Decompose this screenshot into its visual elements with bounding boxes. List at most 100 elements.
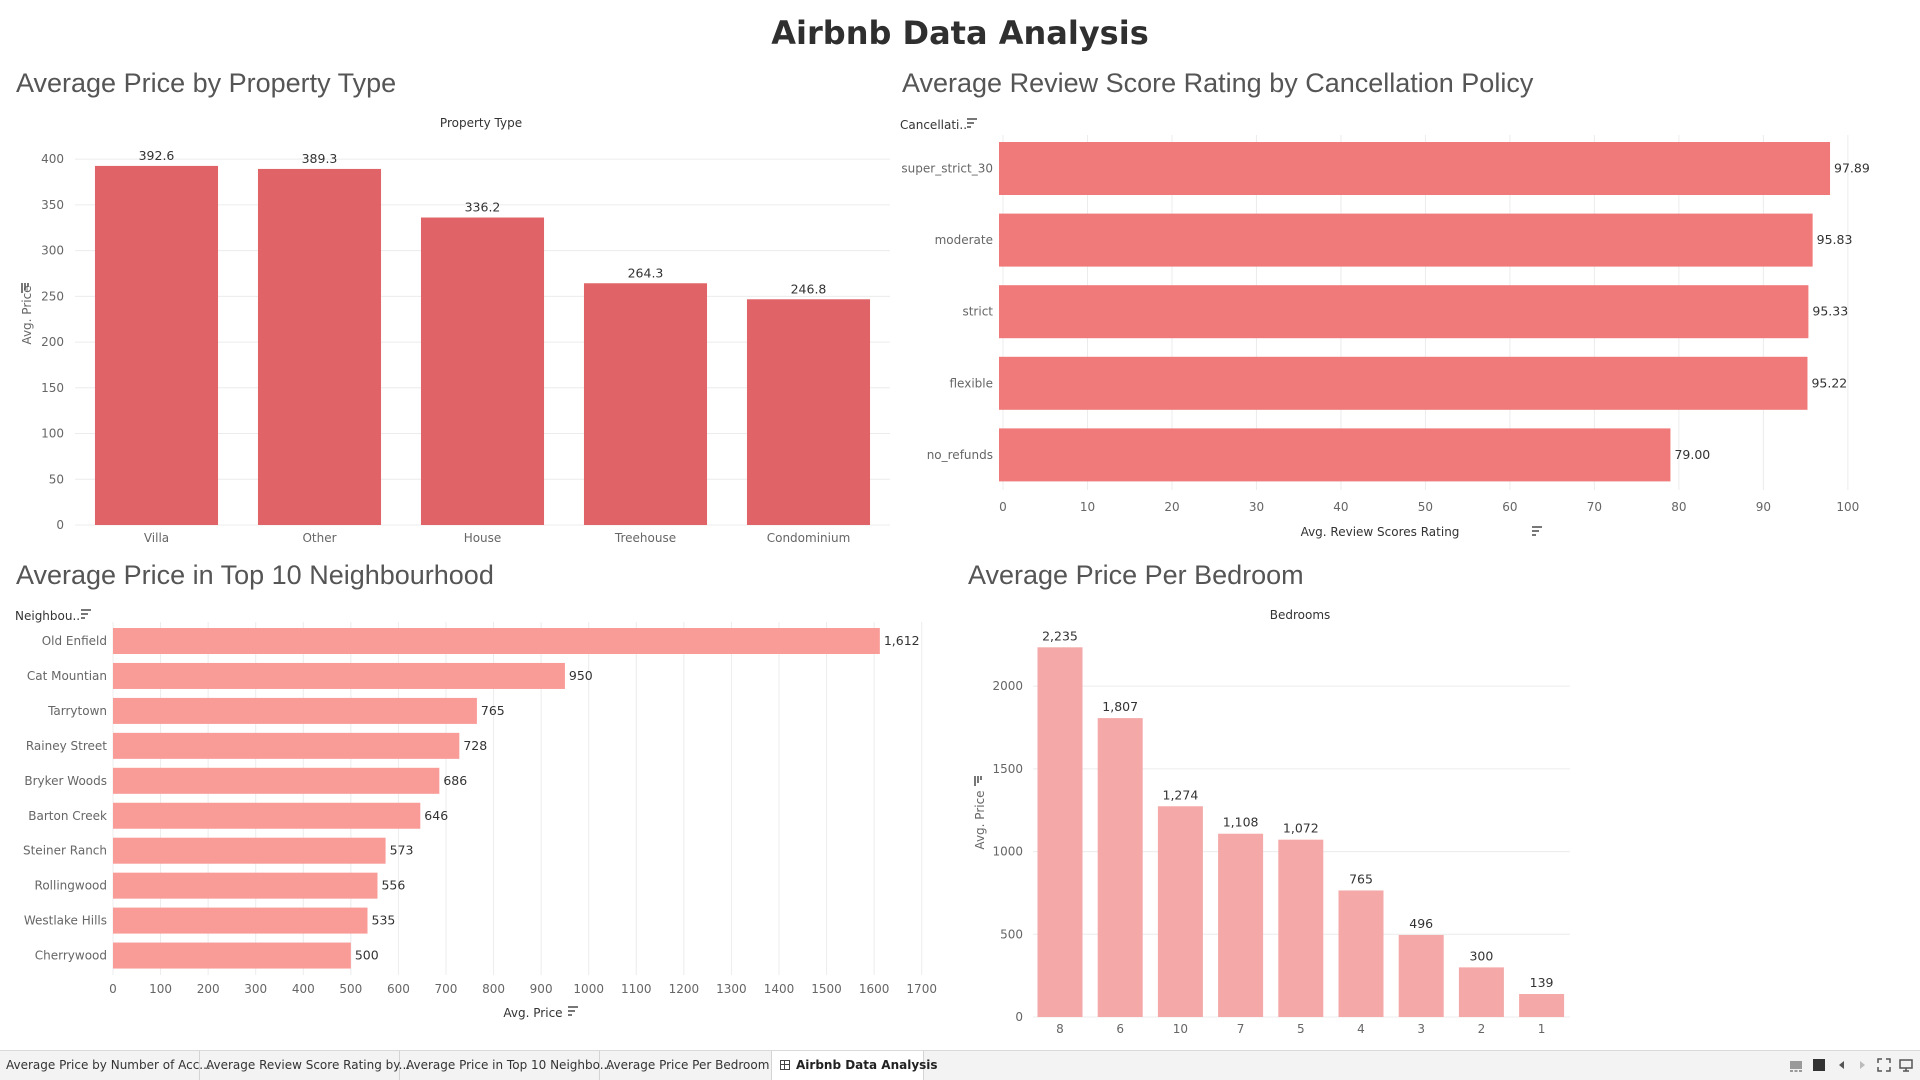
bar-neighbourhood [113,872,378,899]
x-category-label: 6 [1116,1022,1124,1036]
cancellation-x-sort-icon[interactable] [1532,526,1542,536]
x-category-label: Treehouse [614,531,676,545]
y-tick-label: 500 [1000,927,1023,941]
y-tick-label: 400 [41,152,64,166]
y-tick-label: 1500 [992,762,1023,776]
bar-value-label: 246.8 [791,281,827,296]
x-tick-label: 800 [482,982,505,996]
y-category-label: Steiner Ranch [23,844,107,858]
y-category-label: no_refunds [927,448,993,462]
x-category-label: 8 [1056,1022,1064,1036]
x-tick-label: 300 [244,982,267,996]
fullscreen-icon[interactable] [1876,1057,1892,1073]
bar-value-label: 2,235 [1042,628,1078,643]
neighbourhood-x-sort-icon[interactable] [568,1006,578,1016]
y-tick-label: 0 [56,518,64,532]
tab-avg-price-per-bedroom[interactable]: Average Price Per Bedroom [600,1051,772,1080]
x-tick-label: 1500 [811,982,842,996]
y-tick-label: 1000 [992,845,1023,859]
dashboard-charts[interactable]: Property Type Avg. Price 050100150200250… [0,0,1920,1050]
bar-value-label: 79.00 [1674,447,1710,462]
y-tick-label: 100 [41,427,64,441]
bar-value-label: 1,072 [1283,821,1319,836]
bar-value-label: 95.83 [1817,232,1853,247]
bar-villa [94,165,219,526]
presentation-icon[interactable] [1898,1057,1914,1073]
x-tick-label: 0 [109,982,117,996]
x-tick-label: 400 [292,982,315,996]
bar-neighbourhood [113,907,368,934]
x-tick-label: 1100 [621,982,652,996]
chart-property-type[interactable]: Property Type Avg. Price 0 50 100 150 200 250… [20,116,890,545]
bar-value-label: 535 [372,913,396,928]
bar-bedrooms-5 [1278,839,1324,1017]
x-tick-label: 1600 [859,982,890,996]
y-category-label: Bryker Woods [24,774,107,788]
bedroom-y-axis-label: Avg. Price [973,790,987,849]
x-tick-label: 200 [197,982,220,996]
x-tick-label: 20 [1164,500,1179,514]
x-category-label: 5 [1297,1022,1305,1036]
bar-value-label: 264.3 [628,265,664,280]
bar-neighbourhood [113,837,386,864]
bar-value-label: 389.3 [302,151,338,166]
x-tick-label: 100 [1836,500,1859,514]
bar-value-label: 139 [1530,975,1554,990]
x-tick-label: 0 [999,500,1007,514]
chart-title-top-neighbourhood: Average Price in Top 10 Neighbourhood [16,560,494,590]
bar-value-label: 95.33 [1812,304,1848,319]
bar-value-label: 950 [569,668,593,683]
chart-title-property-type: Average Price by Property Type [16,68,397,98]
x-tick-label: 40 [1333,500,1348,514]
x-category-label: Condominium [767,531,851,545]
tab-label: Average Price Per Bedroom [606,1058,770,1072]
tab-label: Airbnb Data Analysis [796,1058,938,1072]
bar-value-label: 1,108 [1223,815,1259,830]
filmstrip-view-icon[interactable] [1788,1057,1804,1073]
y-category-label: strict [962,305,993,319]
chart-cancellation-policy[interactable]: Cancellati.. Avg. Review Scores Rating 0… [900,118,1870,539]
y-tick-label: 150 [41,381,64,395]
bedroom-y-sort-icon[interactable] [974,776,982,786]
x-category-label: 2 [1478,1022,1486,1036]
tab-avg-review-score[interactable]: Average Review Score Rating by... [200,1051,410,1080]
x-tick-label: 900 [530,982,553,996]
prev-sheet-icon[interactable] [1834,1057,1850,1073]
bar-value-label: 556 [381,878,405,893]
y-tick-label: 200 [41,335,64,349]
property-y-sort-icon[interactable] [21,283,29,293]
bar-value-label: 765 [481,703,505,718]
y-category-label: Westlake Hills [24,914,107,928]
property-type-header: Property Type [440,116,522,130]
y-category-label: Old Enfield [42,634,107,648]
bar-value-label: 728 [463,738,487,753]
bar-treehouse [583,283,708,525]
x-tick-label: 1700 [906,982,937,996]
bar-bedrooms-2 [1458,967,1504,1017]
neighbourhood-x-axis-label: Avg. Price [503,1006,562,1020]
x-category-label: Villa [144,531,169,545]
x-category-label: 3 [1417,1022,1425,1036]
neighbourhood-header-sort-icon[interactable] [81,609,91,619]
list-view-icon[interactable] [1811,1057,1827,1073]
bar-bedrooms-6 [1097,718,1143,1017]
x-tick-label: 700 [435,982,458,996]
tab-airbnb-data-analysis[interactable]: Airbnb Data Analysis [772,1051,938,1080]
bar-bedrooms-10 [1157,806,1203,1017]
bar-value-label: 392.6 [139,148,175,163]
chart-price-per-bedroom[interactable]: Bedrooms Avg. Price 0 500 1000 1500 2000 2,23… [973,608,1570,1036]
tab-avg-price-top-neighbourhood[interactable]: Average Price in Top 10 Neighbo... [400,1051,611,1080]
next-sheet-icon[interactable] [1854,1057,1870,1073]
bar-neighbourhood [113,732,460,759]
x-category-label: 10 [1173,1022,1188,1036]
dashboard-title: Airbnb Data Analysis [771,14,1149,52]
bar-flexible [999,356,1808,410]
cancellation-header-sort-icon[interactable] [967,118,977,128]
tab-label: Average Price by Number of Acc... [6,1058,211,1072]
bar-value-label: 573 [390,843,414,858]
bar-neighbourhood [113,697,477,724]
bar-bedrooms-8 [1037,647,1083,1017]
tab-avg-price-by-accommodates[interactable]: Average Price by Number of Acc... [0,1051,211,1080]
chart-top-neighbourhood[interactable]: Neighbou.. Avg. Price 0 100 200 300 400 500 60… [15,609,937,1020]
y-category-label: Cherrywood [35,949,107,963]
